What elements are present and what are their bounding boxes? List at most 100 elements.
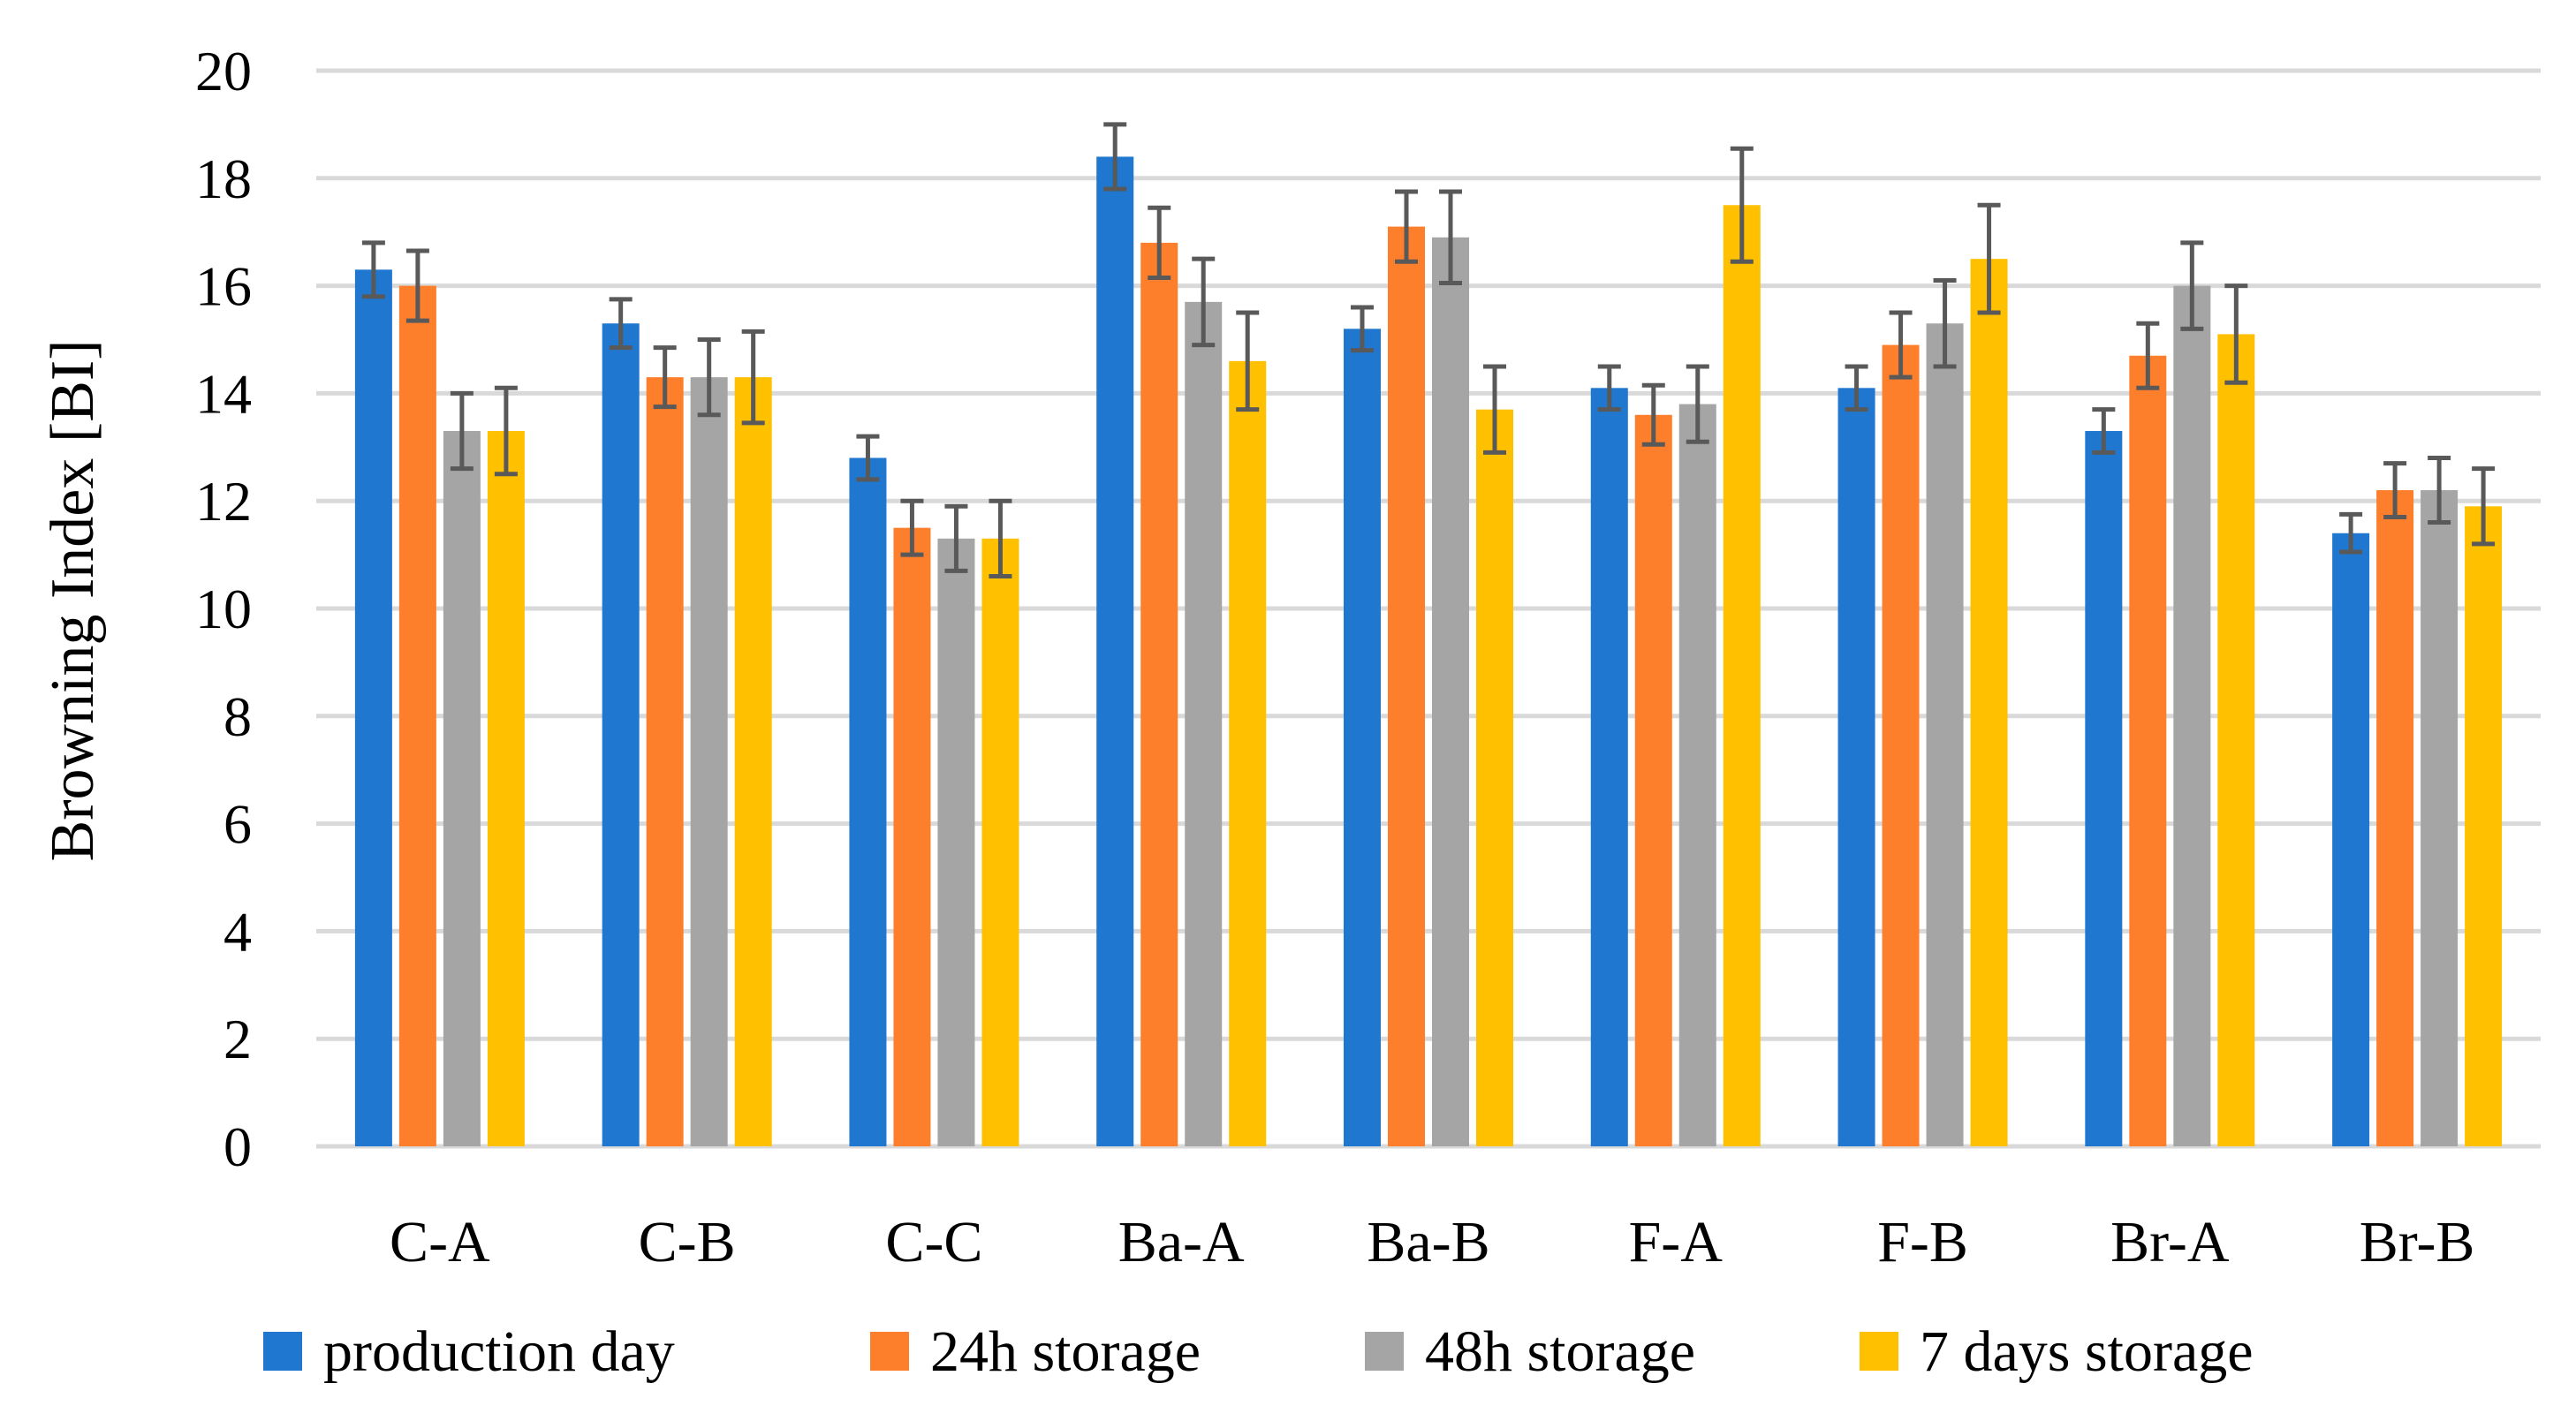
bar-Br-A-s2 <box>2129 355 2167 1146</box>
bar-F-B-s1 <box>1837 388 1875 1146</box>
bar-F-A-s4 <box>1723 205 1761 1146</box>
bar-C-A-s3 <box>443 431 481 1146</box>
bar-Br-B-s4 <box>2465 506 2503 1146</box>
error-bar-Ba-B-s2 <box>1395 189 1418 264</box>
bar-Br-B-s2 <box>2376 490 2414 1146</box>
y-tick-label-0: 0 <box>224 1115 252 1178</box>
bar-Br-A-s1 <box>2085 431 2123 1146</box>
error-bar-F-A-s2 <box>1641 382 1665 447</box>
error-bar-Ba-B-s4 <box>1483 364 1506 455</box>
error-bar-Br-A-s2 <box>2136 321 2160 390</box>
y-tick-label-18: 18 <box>195 147 252 210</box>
bar-F-A-s1 <box>1590 388 1628 1146</box>
error-bar-F-A-s1 <box>1597 364 1621 412</box>
bar-Ba-A-s2 <box>1140 242 1178 1146</box>
y-tick-label-10: 10 <box>195 578 252 640</box>
bar-F-B-s4 <box>1970 259 2008 1146</box>
category-label-F-A: F-A <box>1629 1210 1724 1274</box>
error-bar-C-C-s4 <box>989 498 1012 578</box>
bar-Ba-B-s1 <box>1344 329 1381 1146</box>
error-bar-Ba-B-s1 <box>1351 305 1374 353</box>
y-axis-title: Browning Index [BI] <box>39 339 107 861</box>
y-tick-label-20: 20 <box>195 40 252 102</box>
legend-label-s4: 7 days storage <box>1920 1319 2254 1384</box>
category-label-Br-B: Br-B <box>2360 1210 2475 1274</box>
error-bar-Ba-A-s2 <box>1148 205 1171 280</box>
bar-Ba-A-s3 <box>1185 301 1223 1146</box>
gridlines <box>316 68 2541 1149</box>
y-tick-label-8: 8 <box>224 685 252 748</box>
bar-F-A-s2 <box>1634 414 1672 1146</box>
error-bar-Br-A-s3 <box>2180 240 2204 331</box>
legend-label-s2: 24h storage <box>930 1319 1201 1384</box>
error-bar-Br-B-s2 <box>2383 461 2407 519</box>
bar-F-B-s3 <box>1926 323 1964 1147</box>
bar-C-B-s1 <box>602 323 640 1147</box>
error-bar-Ba-A-s1 <box>1103 122 1127 192</box>
error-bar-F-A-s3 <box>1686 364 1709 444</box>
category-label-Ba-A: Ba-A <box>1118 1210 1245 1274</box>
bars <box>354 156 2503 1147</box>
error-bar-C-C-s1 <box>856 434 880 482</box>
error-bar-Br-A-s1 <box>2092 407 2116 455</box>
error-bar-F-B-s1 <box>1845 364 1868 412</box>
bar-C-C-s2 <box>893 527 931 1146</box>
y-tick-label-16: 16 <box>195 255 252 318</box>
bar-C-A-s4 <box>487 431 525 1146</box>
y-tick-label-6: 6 <box>224 793 252 856</box>
error-bar-F-B-s4 <box>1977 202 2001 315</box>
bar-C-A-s1 <box>354 269 392 1147</box>
bar-Ba-B-s3 <box>1432 237 1469 1146</box>
error-bar-F-A-s4 <box>1730 146 1754 264</box>
bar-F-A-s3 <box>1678 404 1716 1147</box>
bar-C-C-s3 <box>937 538 975 1146</box>
bar-Br-A-s4 <box>2217 334 2255 1146</box>
legend: production day 24h storage 48h storage 7 da… <box>263 1319 2254 1384</box>
error-bar-F-B-s2 <box>1889 310 1913 380</box>
legend-label-s1: production day <box>323 1319 675 1384</box>
error-bar-C-B-s1 <box>609 297 633 351</box>
error-bar-C-B-s4 <box>741 329 765 426</box>
legend-swatch-s4 <box>1860 1332 1898 1371</box>
error-bar-F-B-s3 <box>1933 278 1957 369</box>
y-tick-label-4: 4 <box>224 900 252 963</box>
error-bar-Br-A-s4 <box>2224 283 2248 385</box>
error-bar-C-B-s2 <box>653 345 677 410</box>
category-label-C-B: C-B <box>639 1210 736 1274</box>
category-label-Ba-B: Ba-B <box>1367 1210 1489 1274</box>
error-bar-C-A-s2 <box>405 248 429 323</box>
category-label-C-A: C-A <box>390 1210 490 1274</box>
bar-Br-B-s3 <box>2421 490 2459 1146</box>
error-bar-Ba-B-s3 <box>1439 189 1462 286</box>
bar-C-B-s3 <box>690 377 728 1146</box>
error-bar-C-C-s2 <box>900 498 924 557</box>
bar-F-B-s2 <box>1882 344 1920 1147</box>
bar-C-C-s1 <box>849 457 887 1146</box>
legend-label-s3: 48h storage <box>1425 1319 1695 1384</box>
error-bar-C-B-s3 <box>697 337 721 418</box>
category-label-Br-A: Br-A <box>2110 1210 2230 1274</box>
error-bar-C-A-s1 <box>361 240 385 299</box>
error-bars <box>361 122 2496 578</box>
bar-Br-B-s1 <box>2332 533 2370 1146</box>
category-labels: C-A C-B C-C Ba-A Ba-B F-A F-B Br-A Br-B <box>390 1210 2474 1274</box>
error-bar-Ba-A-s3 <box>1192 256 1216 348</box>
legend-swatch-s3 <box>1365 1332 1404 1371</box>
y-tick-label-12: 12 <box>195 470 252 533</box>
error-bar-Br-B-s1 <box>2339 511 2363 555</box>
error-bar-Br-B-s3 <box>2428 455 2451 525</box>
bar-C-B-s2 <box>646 377 684 1146</box>
error-bar-C-A-s4 <box>494 385 518 477</box>
error-bar-Ba-A-s4 <box>1236 310 1260 412</box>
y-tick-label-2: 2 <box>224 1008 252 1070</box>
category-label-F-B: F-B <box>1877 1210 1968 1274</box>
bar-Ba-A-s4 <box>1229 360 1267 1146</box>
bar-C-A-s2 <box>398 285 436 1147</box>
bar-Ba-B-s2 <box>1388 226 1425 1146</box>
error-bar-C-A-s3 <box>450 390 474 472</box>
error-bar-Br-B-s4 <box>2472 466 2496 547</box>
y-tick-label-14: 14 <box>195 362 252 425</box>
bar-C-B-s4 <box>734 377 772 1146</box>
bar-Ba-B-s4 <box>1476 409 1513 1146</box>
